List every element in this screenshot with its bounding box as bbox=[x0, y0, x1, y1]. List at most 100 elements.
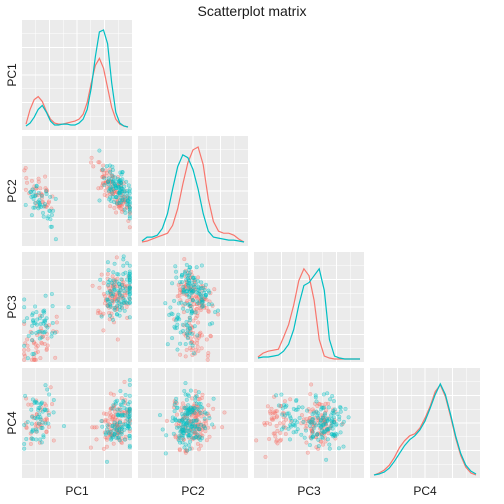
scatter-point bbox=[182, 257, 187, 262]
scatter-point bbox=[316, 411, 321, 416]
scatter-point bbox=[109, 417, 114, 422]
scatter-point bbox=[36, 407, 41, 413]
scatter-point bbox=[301, 419, 306, 424]
scatter-point bbox=[272, 410, 277, 415]
scatter-point bbox=[127, 209, 132, 214]
scatter-point bbox=[310, 417, 315, 422]
scatter-point bbox=[194, 401, 199, 406]
scatter-point bbox=[103, 188, 108, 193]
scatter-point bbox=[127, 187, 132, 192]
scatter-point bbox=[178, 341, 183, 346]
scatter-point bbox=[168, 305, 173, 310]
scatter-point bbox=[198, 401, 203, 406]
scatter-point bbox=[25, 419, 30, 425]
scatter-point bbox=[127, 445, 132, 450]
scatter-point bbox=[209, 302, 214, 307]
scatter-point bbox=[45, 336, 50, 341]
scatter-point bbox=[28, 189, 33, 195]
scatter-point bbox=[29, 331, 35, 336]
scatter-point bbox=[106, 188, 111, 193]
scatter-point bbox=[127, 406, 132, 411]
scatter-point bbox=[36, 329, 41, 334]
scatter-point bbox=[194, 265, 199, 270]
scatter-point bbox=[88, 445, 93, 450]
scatter-point bbox=[24, 425, 29, 431]
scatter-point bbox=[179, 418, 184, 423]
scatter-point bbox=[185, 274, 190, 279]
scatter-point bbox=[310, 412, 315, 417]
scatter-point bbox=[125, 199, 130, 204]
scatter-point bbox=[44, 429, 49, 434]
scatter-point bbox=[121, 254, 126, 259]
scatter-point bbox=[102, 192, 107, 197]
scatter-point bbox=[208, 334, 213, 339]
scatter-point bbox=[331, 399, 336, 404]
scatter-point bbox=[116, 288, 121, 293]
scatter-point bbox=[317, 423, 322, 428]
scatter-point bbox=[42, 330, 47, 335]
scatter-point bbox=[176, 301, 181, 306]
scatter-point bbox=[127, 196, 132, 201]
scatter-point bbox=[199, 263, 204, 268]
scatter-point bbox=[268, 411, 273, 416]
scatter-point bbox=[51, 438, 56, 443]
scatter-point bbox=[105, 423, 110, 428]
scatter-point bbox=[200, 304, 205, 309]
y-axis-label-pc3: PC3 bbox=[5, 295, 19, 319]
scatter-point bbox=[116, 435, 121, 440]
scatter-point bbox=[185, 298, 190, 303]
scatter-point bbox=[185, 323, 190, 328]
scatter-point bbox=[310, 430, 315, 435]
scatter-point bbox=[22, 446, 27, 451]
scatter-point bbox=[120, 170, 125, 175]
scatter-point bbox=[194, 306, 199, 312]
scatter-point bbox=[118, 388, 123, 394]
scatter-point bbox=[278, 438, 283, 443]
scatter-point bbox=[178, 330, 183, 335]
scatter-point bbox=[46, 424, 51, 430]
scatter-point bbox=[164, 418, 169, 423]
scatter-point bbox=[194, 296, 200, 301]
scatter-point bbox=[293, 418, 298, 423]
scatter-point bbox=[117, 292, 122, 297]
panel-pc2-pc1 bbox=[22, 136, 132, 246]
scatter-point bbox=[30, 313, 35, 318]
scatter-point bbox=[314, 445, 319, 450]
scatter-point bbox=[121, 272, 126, 277]
scatter-point bbox=[314, 399, 319, 404]
scatter-point bbox=[119, 305, 124, 310]
scatter-point bbox=[300, 405, 305, 410]
scatter-point bbox=[187, 439, 193, 444]
x-axis-label-pc1: PC1 bbox=[65, 484, 89, 498]
scatter-point bbox=[99, 185, 104, 190]
scatter-point bbox=[196, 447, 202, 452]
scatter-point bbox=[336, 446, 342, 451]
scatter-point bbox=[98, 277, 103, 282]
scatter-point bbox=[113, 399, 118, 404]
scatter-point bbox=[206, 351, 211, 356]
scatter-point bbox=[193, 315, 198, 321]
panel-pc4-pc3 bbox=[254, 368, 364, 478]
scatter-point bbox=[320, 435, 325, 441]
scatter-point bbox=[101, 328, 106, 333]
scatter-point bbox=[190, 421, 196, 426]
scatter-point bbox=[103, 430, 108, 435]
scatter-point bbox=[191, 276, 196, 281]
scatter-point bbox=[305, 450, 310, 455]
panel-pc3-pc1 bbox=[22, 252, 132, 362]
scatter-point bbox=[123, 422, 128, 427]
scatter-point bbox=[275, 441, 280, 446]
scatter-point bbox=[111, 282, 116, 288]
scatter-point bbox=[39, 193, 44, 199]
scatter-point bbox=[210, 422, 215, 427]
x-axis-labels: PC1 PC2 PC3 PC4 bbox=[65, 484, 437, 498]
scatter-point bbox=[34, 330, 39, 336]
scatter-point bbox=[309, 382, 314, 387]
scatter-point bbox=[175, 347, 180, 352]
scatter-point bbox=[109, 311, 114, 316]
scatter-point bbox=[283, 417, 289, 422]
scatter-point bbox=[194, 341, 200, 346]
scatter-point bbox=[53, 330, 58, 335]
scatter-point bbox=[38, 186, 43, 191]
